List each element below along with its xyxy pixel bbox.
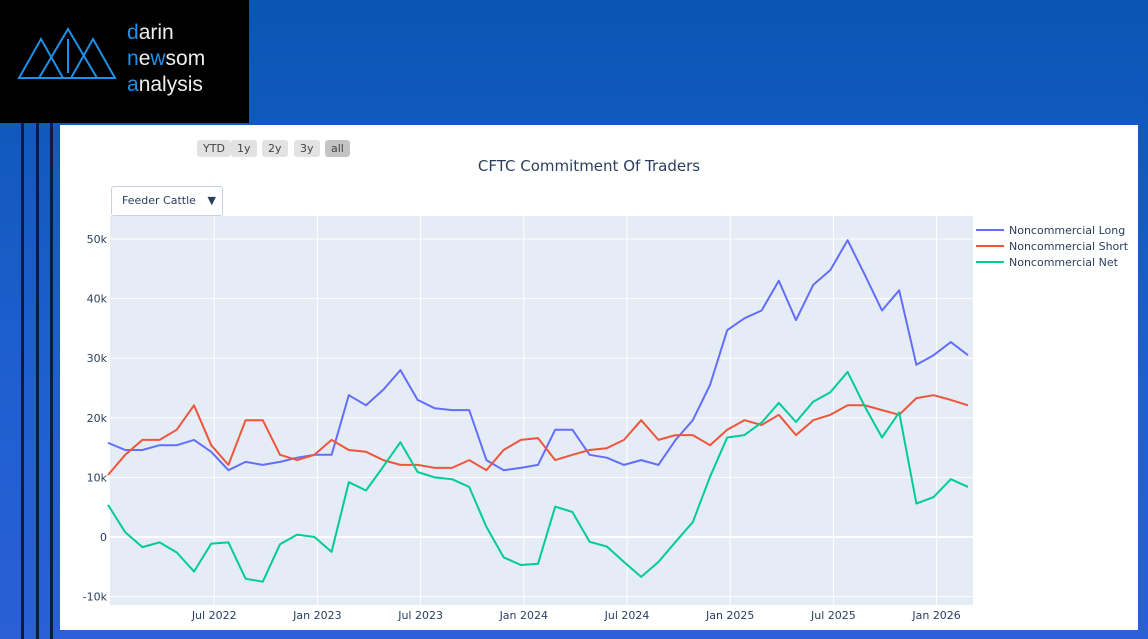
- legend-swatch: [976, 229, 1004, 231]
- x-tick-label: Jan 2024: [499, 609, 548, 622]
- series-line-noncommercial-long: [107, 239, 969, 472]
- y-tick-label: -10k: [83, 591, 108, 604]
- range-button-2y[interactable]: 2y: [262, 140, 288, 157]
- caret-down-icon: ▼: [207, 194, 216, 207]
- legend-item[interactable]: Noncommercial Net: [976, 254, 1128, 270]
- line-chart: -10k 0 10k 20k 30k 40k 50k Jul 2022 Jan 2023 Jul …: [83, 216, 973, 622]
- commodity-dropdown[interactable]: Feeder Cattle ▼: [111, 186, 223, 216]
- range-button-ytd[interactable]: YTD: [197, 140, 231, 157]
- logo-line-2: ewsom: [138, 47, 206, 70]
- y-tick-label: 0: [100, 531, 107, 544]
- y-tick-label: 10k: [87, 471, 108, 484]
- divider: [36, 123, 39, 639]
- divider: [21, 123, 24, 639]
- legend-item[interactable]: Noncommercial Long: [976, 222, 1128, 238]
- chart-title: CFTC Commitment Of Traders: [477, 157, 701, 175]
- legend-label: Noncommercial Short: [1009, 239, 1129, 253]
- legend-swatch: [976, 245, 1004, 247]
- logo-text: darin newsom analysis: [127, 21, 206, 96]
- logo: darin newsom analysis: [0, 0, 249, 123]
- plot-area: [110, 216, 973, 605]
- x-tick-label: Jul 2024: [604, 609, 650, 622]
- divider: [50, 123, 53, 639]
- y-tick-label: 50k: [87, 233, 108, 246]
- series-line-noncommercial-short: [107, 394, 969, 476]
- x-tick-label: Jan 2023: [292, 609, 341, 622]
- x-tick-label: Jan 2026: [911, 609, 960, 622]
- x-tick-label: Jul 2022: [191, 609, 237, 622]
- x-tick-label: Jul 2025: [810, 609, 856, 622]
- legend-label: Noncommercial Net: [1009, 255, 1118, 269]
- range-button-3y[interactable]: 3y: [294, 140, 320, 157]
- x-tick-label: Jan 2025: [705, 609, 754, 622]
- legend-item[interactable]: Noncommercial Short: [976, 238, 1128, 254]
- y-tick-label: 20k: [87, 412, 108, 425]
- logo-mountains-icon: [17, 27, 117, 79]
- chart-panel: YTD 1y 2y 3y all CFTC Commitment Of Traders …: [60, 125, 1138, 630]
- dropdown-value: Feeder Cattle: [122, 194, 196, 207]
- range-button-all[interactable]: all: [325, 140, 350, 157]
- legend-label: Noncommercial Long: [1009, 223, 1126, 237]
- legend-swatch: [976, 261, 1004, 263]
- x-tick-label: Jul 2023: [397, 609, 443, 622]
- logo-line-3: nalysis: [138, 73, 203, 96]
- y-tick-label: 30k: [87, 352, 108, 365]
- series-line-noncommercial-net: [107, 370, 969, 583]
- logo-line-1: arin: [138, 21, 174, 44]
- y-tick-label: 40k: [87, 293, 108, 306]
- range-button-1y[interactable]: 1y: [231, 140, 257, 157]
- legend: Noncommercial Long Noncommercial Short Non…: [976, 222, 1128, 270]
